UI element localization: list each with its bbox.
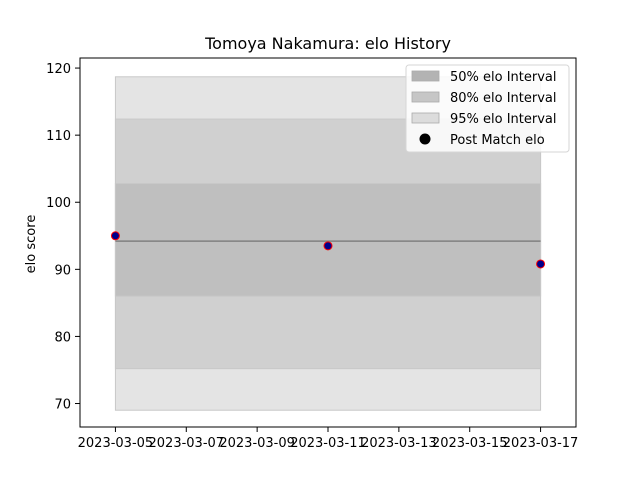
y-tick-label: 120 [46,62,71,77]
legend-swatch-0 [411,70,440,82]
legend-swatch-2 [411,112,440,124]
legend-label-2: 95% elo Interval [450,112,557,127]
y-axis-label: elo score [24,215,39,274]
x-tick-label: 2023-03-11 [290,436,366,451]
post-match-elo-point [110,231,120,241]
post-match-elo-point [323,241,333,251]
x-tick-label: 2023-03-17 [503,436,579,451]
post-match-elo-point [536,259,546,269]
interval-band-2 [114,182,542,297]
x-tick-label: 2023-03-07 [149,436,225,451]
legend-marker-3 [419,133,431,145]
axes: 2023-03-052023-03-072023-03-092023-03-11… [46,57,579,451]
chart-title: Tomoya Nakamura: elo History [204,34,451,53]
legend-swatch-1 [411,91,440,103]
legend-label-0: 50% elo Interval [450,70,557,85]
y-tick-label: 90 [54,263,71,278]
x-tick-label: 2023-03-15 [432,436,508,451]
legend: 50% elo Interval 80% elo Interval 95% elo … [405,64,570,153]
x-tick-label: 2023-03-05 [78,436,154,451]
y-tick-label: 100 [46,196,71,211]
y-tick-label: 80 [54,330,71,345]
legend-box [405,64,570,153]
legend-label-1: 80% elo Interval [450,91,557,106]
x-tick-label: 2023-03-09 [219,436,295,451]
legend-label-3: Post Match elo [450,133,545,148]
y-tick-label: 70 [54,398,71,413]
x-tick-label: 2023-03-13 [361,436,437,451]
y-tick-label: 110 [46,129,71,144]
